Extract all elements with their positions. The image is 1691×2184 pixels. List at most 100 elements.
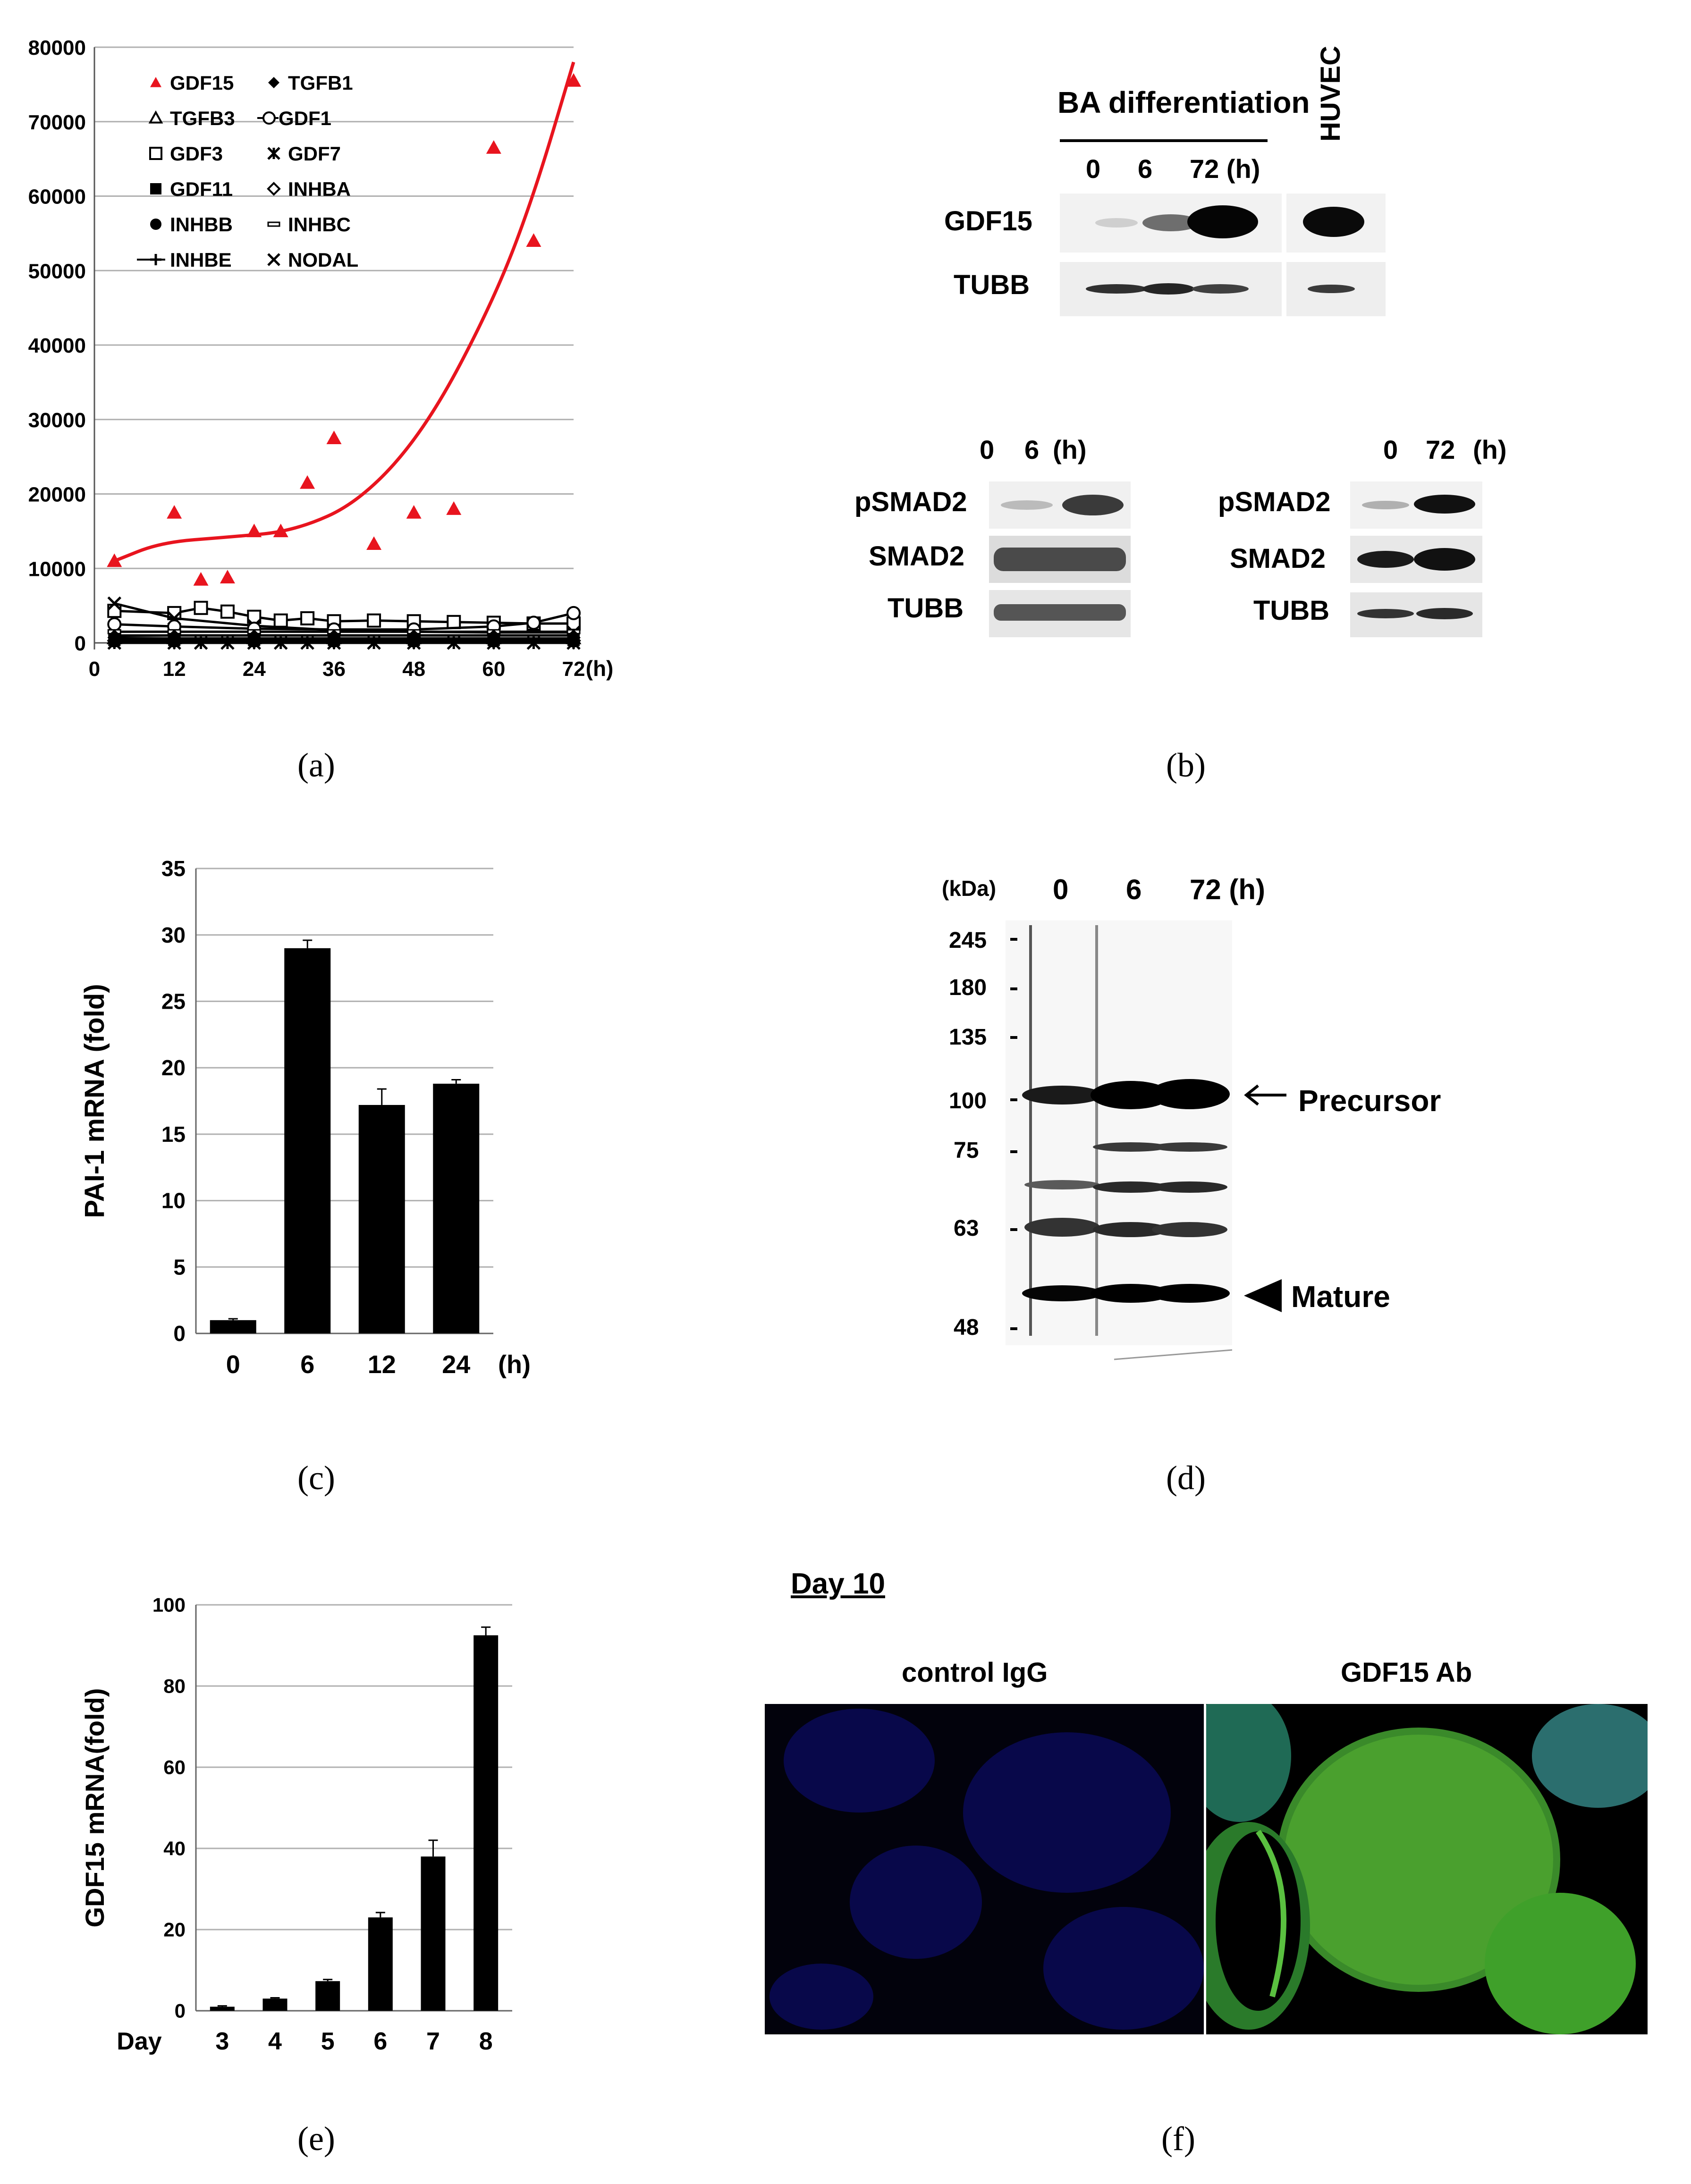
blot-d-gel [1006,920,1233,1360]
legend-marker [262,111,276,125]
bar [433,1083,480,1333]
data-point [247,636,262,650]
x-unit-label: (h) [498,1350,531,1379]
panel-f-left-label: control IgG [902,1657,1048,1688]
y-tick-label: 10 [161,1189,186,1213]
y-tick-label: 30 [161,923,186,947]
bar [284,948,331,1333]
legend-label: GDF1 [279,107,331,129]
x-tick-label: 4 [268,2028,282,2055]
legend-marker [267,147,280,160]
legend-label: INHBC [288,213,351,236]
legend-label: TGFB1 [288,72,353,94]
legend-marker [150,254,161,265]
data-point [220,636,235,650]
data-point [367,613,381,628]
blot-b-left-row-psmad2: pSMAD2 [854,487,967,517]
blot-d-mature-arrowhead [1244,1279,1282,1312]
blot-b-right-row-psmad2: pSMAD2 [1218,487,1331,517]
x-tick-label: 72 [562,658,585,681]
legend-label: GDF15 [170,72,234,94]
blot-b-left-row-tubb: TUBB [888,593,964,624]
blot-b-title-underline [1060,139,1268,142]
panel-f: Day 10 control IgG GDF15 Ab [765,1567,1662,2086]
legend-marker [267,253,280,266]
legend-marker [150,219,161,230]
bar [315,1981,340,2011]
x-tick-label: 24 [442,1350,470,1379]
x-tick-label: 60 [482,658,505,681]
x-unit-label: (h) [586,656,614,681]
blot-b-title: BA differentiation [1057,85,1310,119]
y-tick-label: 25 [161,989,186,1014]
data-point [447,615,461,629]
blot-b-strip-tubb [1060,262,1386,316]
data-point [246,523,262,538]
x-tick-label: 3 [215,2028,229,2055]
blot-b-right-lane-0: 0 [1383,435,1398,464]
data-point [526,636,541,650]
x-tick-label: 6 [300,1350,314,1379]
blot-d-marker-100: 100 [949,1088,987,1113]
blot-b-right-lane-h: (h) [1473,435,1507,464]
blot-b: BA differentiation 0 6 72 (h) HUVEC GDF1… [803,46,1558,684]
data-point [107,553,122,567]
blot-b-right-lane-72: 72 [1426,435,1455,464]
blot-d-marker-48: 48 [954,1315,979,1340]
x-tick-label: 48 [402,658,425,681]
data-point [406,505,422,519]
blot-b-lane-0: 0 [1086,154,1101,184]
legend-marker [268,77,279,88]
panel-f-right-label: GDF15 Ab [1341,1657,1472,1688]
data-point [300,636,314,650]
y-axis-label: PAI-1 mRNA (fold) [79,984,110,1218]
legend-label: TGFB3 [170,107,235,129]
bar [368,1917,393,2011]
data-point [566,73,581,87]
y-tick-label: 40 [163,1838,186,1860]
data-point [167,636,181,650]
data-point [107,596,122,611]
data-point [447,636,461,650]
bar [473,1635,499,2011]
blot-b-right-row-smad2: SMAD2 [1230,543,1326,574]
y-tick-label: 50000 [28,260,86,283]
x-tick-label: 7 [426,2028,440,2055]
x-tick-label: 24 [243,658,266,681]
y-tick-label: 60 [163,1756,186,1779]
legend-label: GDF11 [170,178,233,200]
legend-marker [150,183,161,194]
data-point [273,613,288,628]
line-nodal [114,602,574,634]
legend-marker [150,77,161,87]
data-point [566,606,581,620]
blot-b-row-label-tubb: TUBB [954,270,1030,300]
legend-label: NODAL [288,249,358,271]
bar [421,1856,446,2011]
data-point [107,617,122,632]
blot-b-right-strips [1350,481,1482,637]
blot-b-strip-gdf15 [1060,194,1386,253]
chart-c: 0 5 10 15 20 25 30 35 0 6 12 24 (h) PAI-1 mRNA (fold) [79,856,531,1379]
panel-label-a: (a) [297,746,335,784]
legend-label: INHBB [170,213,233,236]
blot-b-left-lane-h: (h) [1053,435,1087,464]
blot-d-lane-6: 6 [1126,874,1142,905]
blot-b-lane-huvec: HUVEC [1315,45,1346,142]
blot-b-row-label-gdf15: GDF15 [944,206,1032,236]
blot-d-mature-label: Mature [1291,1280,1390,1314]
data-point [220,570,235,583]
x-tick-label: 8 [479,2028,493,2055]
blot-b-right-row-tubb: TUBB [1253,595,1330,626]
y-tick-label: 35 [161,856,186,881]
data-point [326,430,342,444]
blot-d-lane-0: 0 [1053,874,1069,905]
y-axis-label: GDF15 mRNA(fold) [80,1688,110,1927]
data-point [194,636,208,650]
x-tick-label: 6 [373,2028,387,2055]
y-tick-label: 0 [175,2000,186,2022]
panel-f-title: Day 10 [791,1568,885,1600]
legend-label: INHBA [288,178,351,200]
data-point [194,600,208,615]
legend-marker [267,221,280,227]
